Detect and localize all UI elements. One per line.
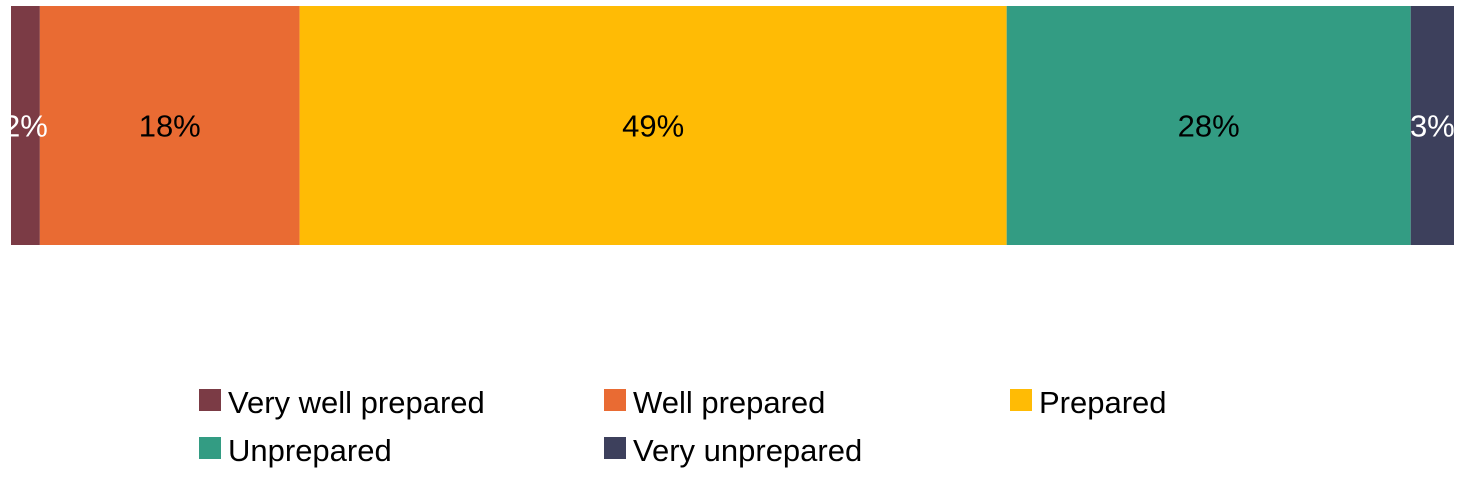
data-label-well-prepared: 18% [139, 109, 201, 144]
legend-item-prepared: Prepared [1010, 385, 1167, 420]
legend-swatch-very-well-prepared [199, 389, 221, 411]
legend-label-unprepared: Unprepared [228, 433, 392, 468]
legend-label-prepared: Prepared [1039, 385, 1167, 420]
legend-swatch-unprepared [199, 437, 221, 459]
data-label-very-unprepared: 3% [1410, 109, 1455, 144]
bar-segment-well-prepared [39, 6, 300, 245]
bar-segments [11, 6, 1454, 245]
legend-item-very-unprepared: Very unprepared [604, 433, 862, 468]
segment-labels: 2% 18% 49% 28% 3% [3, 109, 1455, 144]
bar-segment-unprepared [1006, 6, 1411, 245]
bar-segment-prepared [299, 6, 1007, 245]
bar-segment-very-well-prepared [11, 6, 40, 245]
legend-label-very-well-prepared: Very well prepared [228, 385, 485, 420]
legend-item-very-well-prepared: Very well prepared [199, 385, 485, 420]
data-label-very-well-prepared: 2% [3, 109, 48, 144]
legend: Very well prepared Well prepared Prepared U… [199, 385, 1167, 468]
legend-swatch-well-prepared [604, 389, 626, 411]
legend-item-well-prepared: Well prepared [604, 385, 825, 420]
legend-swatch-very-unprepared [604, 437, 626, 459]
bar-segment-very-unprepared [1410, 6, 1454, 245]
legend-swatch-prepared [1010, 389, 1032, 411]
data-label-unprepared: 28% [1178, 109, 1240, 144]
legend-label-well-prepared: Well prepared [633, 385, 825, 420]
legend-item-unprepared: Unprepared [199, 433, 392, 468]
data-label-prepared: 49% [622, 109, 684, 144]
legend-label-very-unprepared: Very unprepared [633, 433, 862, 468]
